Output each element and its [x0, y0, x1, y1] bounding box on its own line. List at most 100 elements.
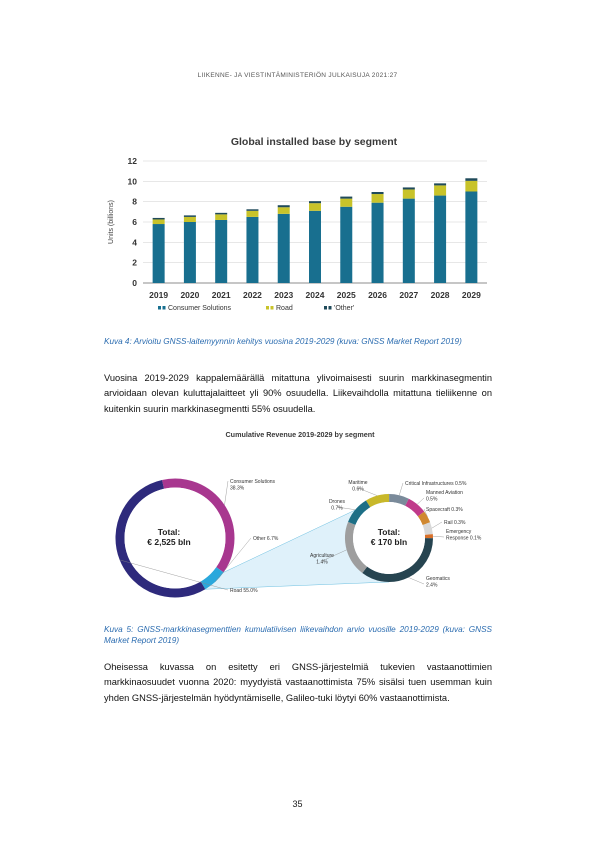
legend-swatch	[324, 306, 327, 310]
donut-slice	[362, 537, 433, 582]
slice-value: 1.4%	[316, 560, 328, 566]
leader-line	[321, 549, 347, 562]
donut-slice	[388, 494, 409, 506]
total-label: Total:	[158, 527, 181, 537]
legend-label: 'Other'	[334, 305, 354, 312]
y-axis-label: Units (billions)	[108, 200, 115, 244]
bar-segment	[152, 219, 165, 225]
bar-segment	[309, 203, 321, 211]
bar-segment	[215, 219, 228, 283]
bar-segment	[309, 210, 321, 283]
bar-segment	[183, 216, 196, 222]
bar-segment	[340, 196, 353, 199]
paragraph-1: Vuosina 2019-2029 kappalemäärällä mitatt…	[104, 373, 492, 414]
x-tick-label: 2020	[180, 290, 199, 300]
x-tick-label: 2028	[431, 290, 450, 300]
bar-segment	[434, 185, 447, 196]
figure-5-caption: Kuva 5: GNSS-markkinasegmenttien kumulat…	[104, 625, 492, 645]
bar-segment	[277, 205, 290, 208]
slice-value: Response 0.1%	[446, 536, 482, 542]
bar-segment	[277, 207, 290, 214]
bar-segment	[246, 210, 259, 217]
x-tick-label: 2024	[306, 290, 325, 300]
slice-label: Rail 0.3%	[444, 520, 466, 526]
slice-label: Emergency	[446, 529, 472, 535]
bar-segment	[434, 183, 447, 186]
leader-line	[215, 537, 252, 582]
donut-slice	[162, 478, 235, 573]
y-tick-label: 12	[128, 156, 138, 166]
leader-line	[119, 559, 229, 591]
y-tick-label: 6	[132, 217, 137, 227]
x-tick-label: 2022	[243, 290, 262, 300]
leader-line	[224, 480, 229, 506]
bar-segment	[277, 213, 290, 283]
y-tick-label: 4	[132, 237, 137, 247]
legend-swatch	[162, 306, 166, 310]
chart-title: Global installed base by segment	[230, 136, 398, 148]
donut-slice	[345, 521, 368, 573]
leader-line	[431, 521, 443, 529]
x-tick-label: 2027	[399, 290, 418, 300]
bar-segment	[371, 202, 384, 283]
slice-label: Other 6.7%	[253, 536, 279, 542]
running-header: LIIKENNE- JA VIESTINTÄMINISTERIÖN JULKAI…	[197, 72, 398, 79]
y-tick-label: 2	[132, 258, 137, 268]
slice-value: 2.4%	[426, 583, 438, 589]
leader-line	[357, 487, 378, 496]
donut-slice	[365, 493, 390, 508]
slice-value: 0.6%	[352, 487, 364, 493]
legend-label: Consumer Solutions	[168, 305, 232, 312]
x-tick-label: 2019	[149, 290, 168, 300]
bar-segment	[340, 206, 353, 283]
donut-hole	[124, 487, 226, 589]
bar-segment	[183, 215, 196, 217]
x-tick-label: 2023	[274, 290, 293, 300]
donut-slice	[417, 511, 431, 526]
paragraph-2: Oheisessa kuvassa on esitetty eri GNSS-j…	[104, 662, 492, 703]
bar-segment	[371, 194, 384, 203]
x-tick-label: 2021	[212, 290, 231, 300]
slice-value: 0.7%	[331, 506, 343, 512]
leader-line	[336, 506, 356, 510]
x-tick-label: 2025	[337, 290, 356, 300]
donut-slice	[348, 500, 371, 526]
slice-label: Manned Aviation	[426, 490, 463, 496]
bar-segment	[465, 191, 478, 283]
donut-slice	[200, 566, 224, 590]
slice-label: Agriculture	[310, 553, 334, 559]
y-tick-label: 8	[132, 197, 137, 207]
slice-value: 38.3%	[230, 486, 245, 492]
legend-label: Road	[276, 305, 293, 312]
bar-segment	[215, 212, 228, 215]
total-value: € 2,525 bln	[147, 537, 190, 547]
x-tick-label: 2026	[368, 290, 387, 300]
donut-hole	[353, 502, 425, 574]
slice-label: Geomatics	[426, 576, 450, 582]
bar-segment	[152, 217, 165, 220]
slice-label: Critical Infrastructures 0.5%	[405, 481, 467, 487]
bar-segment	[402, 198, 415, 283]
bar-segment	[465, 178, 478, 181]
bar-segment	[371, 192, 384, 195]
donut-slice	[422, 522, 433, 535]
slice-label: Drones	[329, 499, 346, 505]
leader-line	[399, 482, 404, 496]
slice-label: Consumer Solutions	[230, 479, 276, 485]
figure-4-caption: Kuva 4: Arvioitu GNSS-laitemyynnin kehit…	[104, 337, 462, 346]
page-number: 35	[292, 799, 303, 809]
bar-segment	[309, 201, 321, 204]
bar-segment	[465, 180, 478, 192]
bar-segment	[340, 198, 353, 207]
slice-label: Maritime	[348, 480, 367, 486]
slice-label: Road 55.0%	[230, 588, 258, 594]
y-tick-label: 10	[128, 176, 138, 186]
legend-swatch	[270, 306, 274, 310]
bar-segment	[183, 222, 196, 283]
bar-segment	[215, 214, 228, 220]
bar-segment	[246, 216, 259, 283]
y-tick-label: 0	[132, 278, 137, 288]
leader-line	[417, 497, 425, 505]
total-label: Total:	[378, 527, 401, 537]
legend-swatch	[266, 306, 269, 310]
